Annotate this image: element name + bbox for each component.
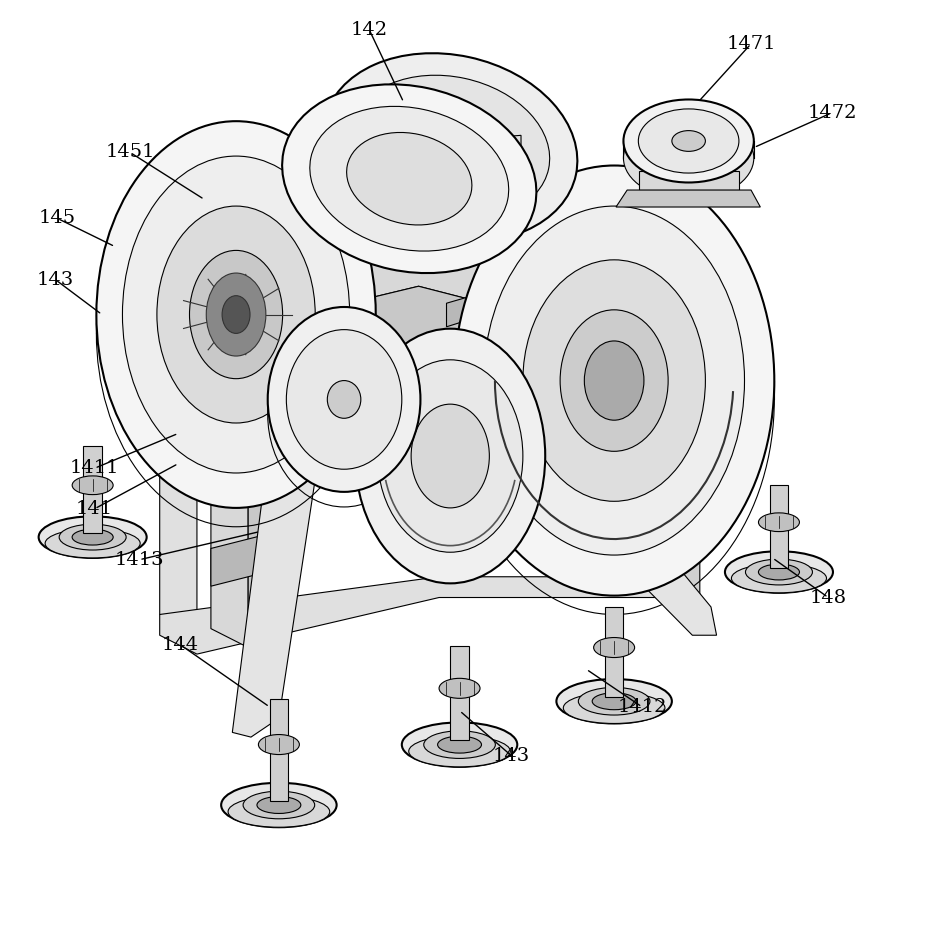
Ellipse shape	[59, 524, 126, 550]
Ellipse shape	[228, 797, 330, 827]
Text: 143: 143	[493, 747, 531, 765]
Polygon shape	[672, 409, 700, 610]
Text: 1471: 1471	[727, 35, 776, 53]
Ellipse shape	[672, 131, 705, 151]
Polygon shape	[639, 171, 739, 190]
Polygon shape	[616, 190, 760, 207]
Ellipse shape	[96, 121, 375, 508]
Ellipse shape	[578, 688, 650, 715]
Ellipse shape	[282, 84, 536, 273]
Text: 145: 145	[38, 209, 76, 227]
Ellipse shape	[594, 638, 634, 657]
Ellipse shape	[758, 564, 800, 580]
Ellipse shape	[745, 559, 813, 585]
Polygon shape	[270, 699, 289, 800]
Polygon shape	[248, 416, 286, 647]
Text: 142: 142	[350, 21, 388, 39]
Text: 141: 141	[76, 499, 113, 517]
Ellipse shape	[243, 791, 315, 819]
Ellipse shape	[206, 273, 266, 356]
Polygon shape	[270, 233, 559, 322]
Ellipse shape	[585, 341, 644, 420]
Ellipse shape	[287, 329, 402, 469]
Ellipse shape	[157, 206, 315, 423]
Ellipse shape	[221, 782, 336, 827]
Ellipse shape	[563, 692, 665, 724]
Text: 144: 144	[162, 636, 199, 654]
Ellipse shape	[377, 359, 523, 552]
Ellipse shape	[259, 734, 300, 755]
Text: 1412: 1412	[617, 698, 667, 716]
Ellipse shape	[638, 109, 739, 173]
Text: 143: 143	[36, 271, 74, 289]
Ellipse shape	[323, 53, 577, 242]
Ellipse shape	[310, 106, 509, 251]
Ellipse shape	[72, 529, 113, 545]
Polygon shape	[509, 268, 581, 324]
Polygon shape	[770, 485, 788, 568]
Ellipse shape	[424, 731, 495, 759]
Ellipse shape	[557, 679, 672, 724]
Ellipse shape	[731, 564, 827, 593]
Polygon shape	[233, 473, 316, 737]
Ellipse shape	[268, 307, 420, 492]
Polygon shape	[160, 369, 672, 409]
Ellipse shape	[45, 529, 140, 558]
Ellipse shape	[523, 260, 705, 501]
Ellipse shape	[402, 723, 517, 767]
Polygon shape	[211, 412, 248, 647]
Ellipse shape	[592, 692, 636, 710]
Ellipse shape	[438, 736, 482, 753]
Ellipse shape	[624, 99, 754, 183]
Text: 1413: 1413	[114, 551, 164, 569]
Ellipse shape	[190, 251, 283, 378]
Polygon shape	[446, 292, 509, 326]
Polygon shape	[164, 322, 270, 433]
Ellipse shape	[122, 156, 349, 473]
Polygon shape	[160, 577, 672, 654]
Ellipse shape	[347, 132, 472, 225]
Ellipse shape	[222, 296, 250, 333]
Ellipse shape	[355, 328, 545, 584]
Ellipse shape	[439, 678, 480, 698]
Polygon shape	[290, 135, 521, 173]
Ellipse shape	[72, 476, 113, 495]
Ellipse shape	[454, 166, 774, 596]
Ellipse shape	[758, 513, 800, 532]
Polygon shape	[83, 447, 102, 533]
Polygon shape	[160, 388, 197, 635]
Ellipse shape	[411, 404, 489, 508]
Ellipse shape	[624, 116, 754, 200]
Polygon shape	[211, 530, 286, 587]
Ellipse shape	[327, 380, 361, 418]
Text: 1411: 1411	[70, 460, 120, 478]
Ellipse shape	[409, 736, 510, 767]
Ellipse shape	[257, 797, 301, 814]
Ellipse shape	[388, 101, 513, 194]
Ellipse shape	[351, 76, 550, 220]
Polygon shape	[450, 646, 469, 740]
Polygon shape	[270, 287, 540, 386]
Ellipse shape	[725, 552, 833, 593]
Ellipse shape	[38, 517, 147, 558]
Ellipse shape	[560, 310, 668, 451]
Text: 1472: 1472	[807, 104, 856, 122]
Polygon shape	[605, 607, 624, 697]
Text: 1451: 1451	[106, 143, 155, 162]
Polygon shape	[559, 475, 716, 635]
Ellipse shape	[484, 206, 744, 555]
Text: 148: 148	[810, 588, 847, 606]
